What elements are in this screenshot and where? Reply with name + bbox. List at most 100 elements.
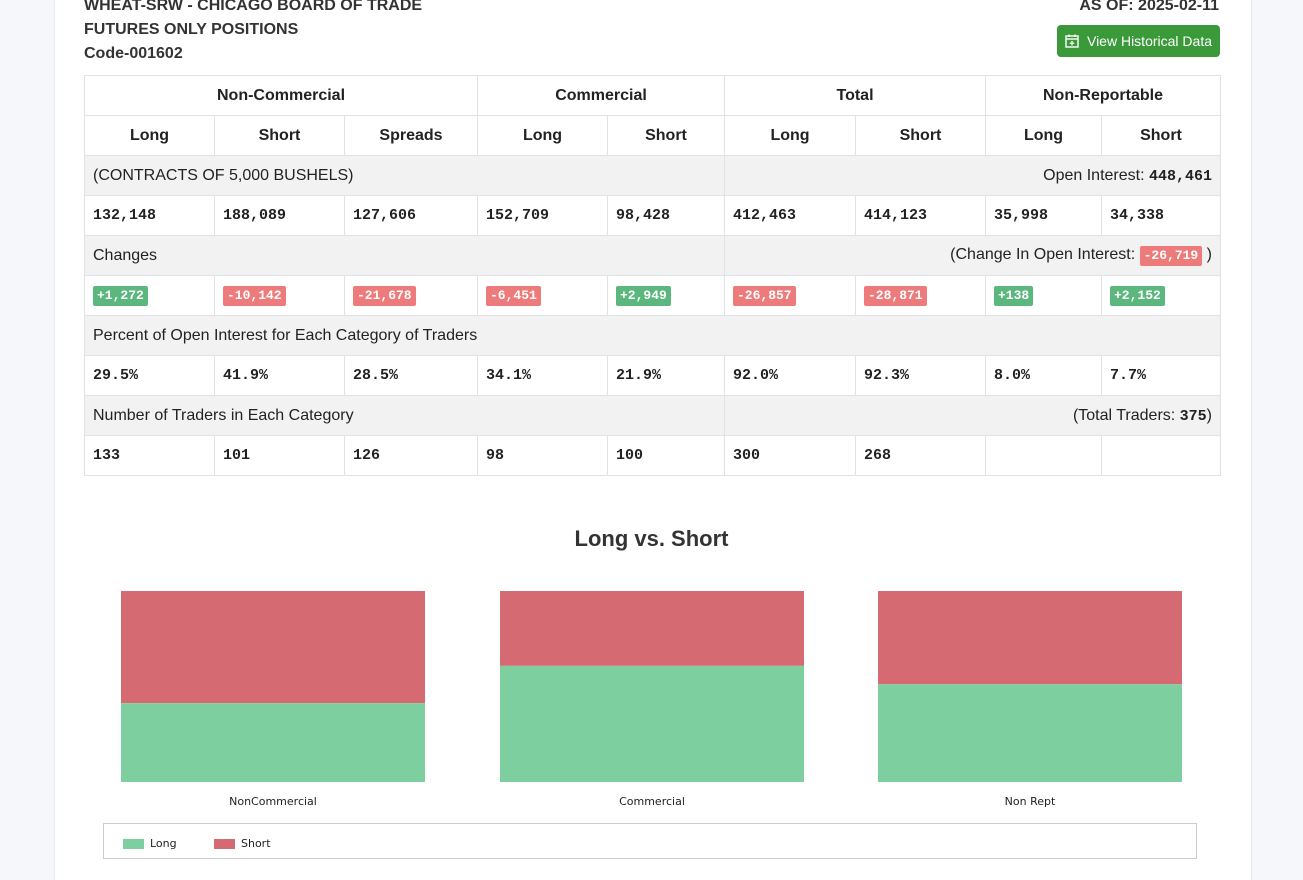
bar-long-noncommercial (121, 703, 425, 782)
change-cell: +2,152 (1101, 275, 1221, 316)
percent-value: 92.0% (724, 355, 856, 396)
change-open-interest-cell: (Change In Open Interest: -26,719 ) (724, 235, 1221, 276)
traders-section-row: Number of Traders in Each Category (Tota… (84, 395, 1221, 436)
percent-value: 28.5% (344, 355, 478, 396)
traders-value: 101 (214, 435, 345, 476)
col-header: Short (607, 115, 725, 156)
change-badge: -10,142 (223, 285, 286, 306)
report-date: AS OF: 2025-02-11 (1079, 0, 1219, 14)
legend-label-short: Short (241, 837, 271, 850)
col-header: Long (84, 115, 215, 156)
contracts-label: (CONTRACTS OF 5,000 BUSHELS) (84, 155, 725, 196)
group-commercial: Commercial (477, 75, 725, 116)
col-header: Short (855, 115, 986, 156)
change-cell: +1,272 (84, 275, 215, 316)
total-traders-value: 375 (1179, 407, 1207, 425)
legend-item-long[interactable]: Long (123, 837, 177, 850)
traders-value: 126 (344, 435, 478, 476)
percent-row: 29.5% 41.9% 28.5% 34.1% 21.9% 92.0% 92.3… (84, 355, 1221, 396)
positions-row: 132,148 188,089 127,606 152,709 98,428 4… (84, 195, 1221, 236)
legend-item-short[interactable]: Short (214, 837, 271, 850)
change-badge: -28,871 (864, 285, 927, 306)
change-badge: +138 (994, 285, 1034, 306)
col-header: Short (214, 115, 345, 156)
x-tick-label: Commercial (619, 795, 685, 808)
change-cell: -10,142 (214, 275, 345, 316)
changes-label: Changes (84, 235, 725, 276)
col-header: Long (985, 115, 1102, 156)
change-cell: -26,857 (724, 275, 856, 316)
change-cell: -6,451 (477, 275, 608, 316)
legend-swatch-long (123, 838, 144, 849)
change-badge: +1,272 (93, 285, 148, 306)
group-noncommercial: Non-Commercial (84, 75, 478, 116)
traders-value (985, 435, 1102, 476)
legend-label-long: Long (150, 837, 177, 850)
chart-legend: Long Short (103, 823, 1197, 859)
bar-short-noncommercial (121, 591, 425, 704)
change-cell: +2,949 (607, 275, 725, 316)
traders-value (1101, 435, 1221, 476)
col-header: Spreads (344, 115, 478, 156)
contracts-section-row: (CONTRACTS OF 5,000 BUSHELS) Open Intere… (84, 155, 1221, 196)
change-badge: -6,451 (486, 285, 541, 306)
position-value: 34,338 (1101, 195, 1221, 236)
change-cell: -21,678 (344, 275, 478, 316)
report-type: FUTURES ONLY POSITIONS (84, 21, 299, 38)
change-badge: +2,152 (1110, 285, 1165, 306)
change-badge: -21,678 (353, 285, 416, 306)
percent-value: 8.0% (985, 355, 1102, 396)
total-traders-suffix: ) (1206, 406, 1212, 424)
change-oi-suffix: ) (1202, 245, 1212, 263)
view-historical-data-label: View Historical Data (1086, 33, 1212, 49)
percent-value: 21.9% (607, 355, 725, 396)
percent-value: 34.1% (477, 355, 608, 396)
traders-label: Number of Traders in Each Category (84, 395, 725, 436)
total-traders-cell: (Total Traders: 375) (724, 395, 1221, 436)
subheader-row: Long Short Spreads Long Short Long Short… (84, 115, 1221, 156)
change-oi-badge: -26,719 (1139, 245, 1203, 266)
change-cell: -28,871 (855, 275, 986, 316)
open-interest-value: 448,461 (1148, 167, 1212, 185)
percent-value: 29.5% (84, 355, 215, 396)
long-short-chart: NonCommercial Commercial Non Rept (121, 591, 1182, 808)
bar-short-commercial (500, 591, 804, 666)
group-header-row: Non-Commercial Commercial Total Non-Repo… (84, 75, 1221, 116)
open-interest-label: Open Interest: (1043, 166, 1149, 184)
col-header: Short (1101, 115, 1221, 156)
changes-row: +1,272 -10,142 -21,678 -6,451 +2,949 -26… (84, 275, 1221, 316)
change-badge: -26,857 (733, 285, 796, 306)
traders-value: 98 (477, 435, 608, 476)
view-historical-data-button[interactable]: View Historical Data (1057, 25, 1220, 57)
legend-swatch-short (214, 838, 235, 849)
x-tick-label: Non Rept (1005, 795, 1056, 808)
position-value: 132,148 (84, 195, 215, 236)
position-value: 412,463 (724, 195, 856, 236)
traders-row: 133 101 126 98 100 300 268 (84, 435, 1221, 476)
traders-value: 133 (84, 435, 215, 476)
market-code: Code-001602 (84, 45, 183, 62)
change-badge: +2,949 (616, 285, 671, 306)
percent-value: 7.7% (1101, 355, 1221, 396)
calendar-plus-icon (1065, 34, 1079, 48)
bar-short-non-rept (878, 591, 1182, 685)
x-tick-label: NonCommercial (229, 795, 317, 808)
position-value: 414,123 (855, 195, 986, 236)
traders-value: 100 (607, 435, 725, 476)
bar-long-non-rept (878, 684, 1182, 782)
position-value: 98,428 (607, 195, 725, 236)
traders-value: 268 (855, 435, 986, 476)
position-value: 188,089 (214, 195, 345, 236)
percent-value: 41.9% (214, 355, 345, 396)
percent-label: Percent of Open Interest for Each Catego… (84, 315, 1221, 356)
cot-positions-table: Non-Commercial Commercial Total Non-Repo… (84, 75, 1221, 476)
position-value: 152,709 (477, 195, 608, 236)
changes-section-row: Changes (Change In Open Interest: -26,71… (84, 235, 1221, 276)
group-total: Total (724, 75, 986, 116)
bar-long-commercial (500, 665, 804, 782)
percent-section-row: Percent of Open Interest for Each Catego… (84, 315, 1221, 356)
report-header: WHEAT-SRW - CHICAGO BOARD OF TRADE FUTUR… (84, 0, 422, 66)
total-traders-prefix: (Total Traders: (1072, 406, 1180, 424)
position-value: 35,998 (985, 195, 1102, 236)
col-header: Long (477, 115, 608, 156)
